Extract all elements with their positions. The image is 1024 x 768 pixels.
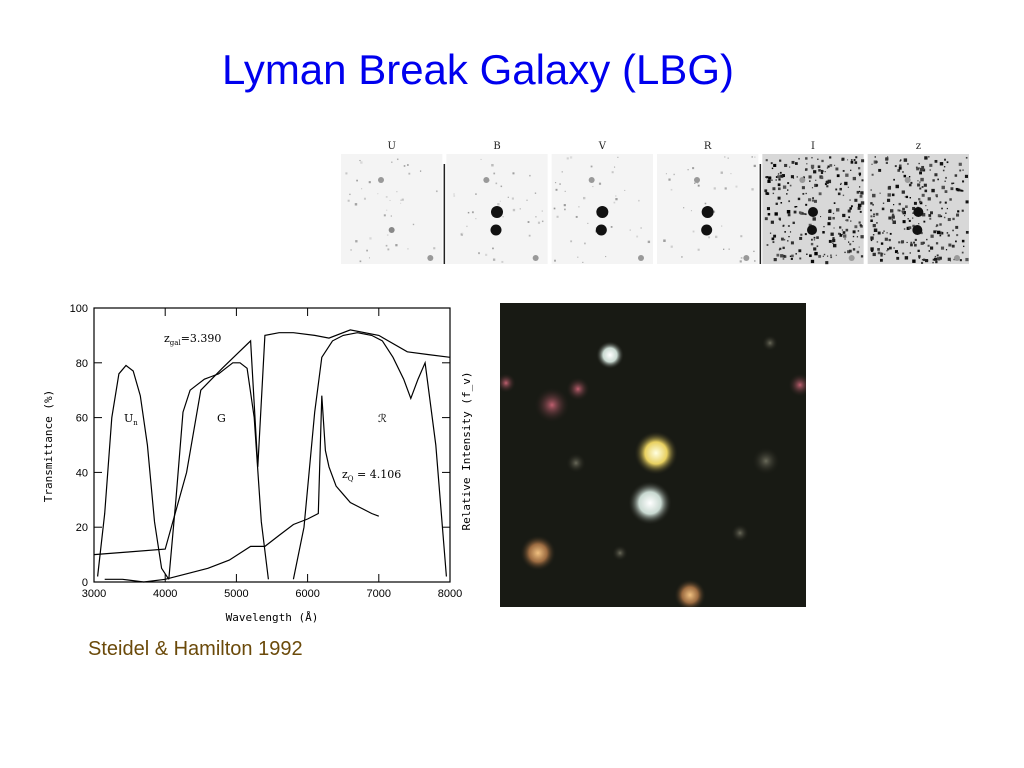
band-panel-u: U	[341, 141, 443, 264]
y-axis-label: Transmittance (%)	[42, 390, 55, 503]
annotation-un: Un	[124, 412, 138, 427]
galaxy-spot	[807, 225, 817, 235]
x-tick-label: 3000	[82, 588, 106, 600]
galaxy-color-image	[500, 303, 806, 607]
band-label-u: U	[387, 141, 395, 152]
y-axis-right-label: Relative Intensity (f_v)	[460, 372, 473, 531]
galaxy-spot	[596, 206, 609, 218]
annotation-r: ℛ	[378, 412, 387, 425]
x-tick-label: 4000	[153, 588, 177, 600]
band-panel-i: I	[762, 141, 865, 265]
slide-title: Lyman Break Galaxy (LBG)	[222, 46, 734, 93]
band-label-b: B	[493, 141, 500, 152]
galaxy-spot	[595, 224, 607, 236]
galaxy-spot	[701, 224, 713, 236]
annotation-zq: zQ = 4.106	[342, 468, 401, 483]
band-panel-v: V	[551, 141, 653, 264]
band-label-z: z	[916, 141, 921, 152]
y-tick-label: 80	[76, 358, 88, 370]
y-tick-label: 40	[76, 467, 88, 479]
citation: Steidel & Hamilton 1992	[88, 638, 303, 660]
galaxy-spot	[912, 225, 923, 235]
r-filter-curve	[292, 332, 447, 580]
y-tick-label: 100	[70, 303, 88, 315]
g-filter-curve	[168, 362, 269, 580]
band-label-i: I	[811, 141, 815, 152]
band-label-r: R	[704, 141, 712, 152]
plot-frame	[93, 307, 451, 583]
band-panel-b: B	[446, 141, 548, 264]
x-tick-label: 8000	[438, 588, 462, 600]
un-filter-curve	[97, 364, 170, 580]
y-tick-label: 0	[82, 577, 88, 589]
y-tick-label: 20	[76, 522, 88, 534]
x-tick-label: 7000	[367, 588, 391, 600]
annotation-g: G	[217, 412, 226, 425]
galaxy-spot	[490, 224, 502, 236]
x-tick-label: 6000	[295, 588, 319, 600]
galaxy-spot	[913, 207, 924, 217]
x-tick-label: 5000	[224, 588, 248, 600]
quasar-spectrum-curve	[104, 395, 380, 583]
galaxy-spot	[491, 206, 503, 218]
x-axis-label: Wavelength (Å)	[226, 611, 319, 624]
transmittance-chart: 3000 4000 5000 6000 7000 8000 0 20 40 60 80 100 Wav…	[42, 303, 473, 624]
band-panel-z: z	[867, 141, 969, 265]
galaxy-spot	[701, 206, 714, 218]
band-panel-r: R	[657, 141, 759, 264]
y-tick-label: 60	[76, 413, 88, 425]
annotation-zgal: zgal=3.390	[164, 332, 221, 347]
galaxy-spot	[808, 207, 818, 217]
galaxy-spot	[388, 227, 395, 233]
band-label-v: V	[598, 141, 607, 152]
galaxy-template-curve	[93, 329, 451, 556]
